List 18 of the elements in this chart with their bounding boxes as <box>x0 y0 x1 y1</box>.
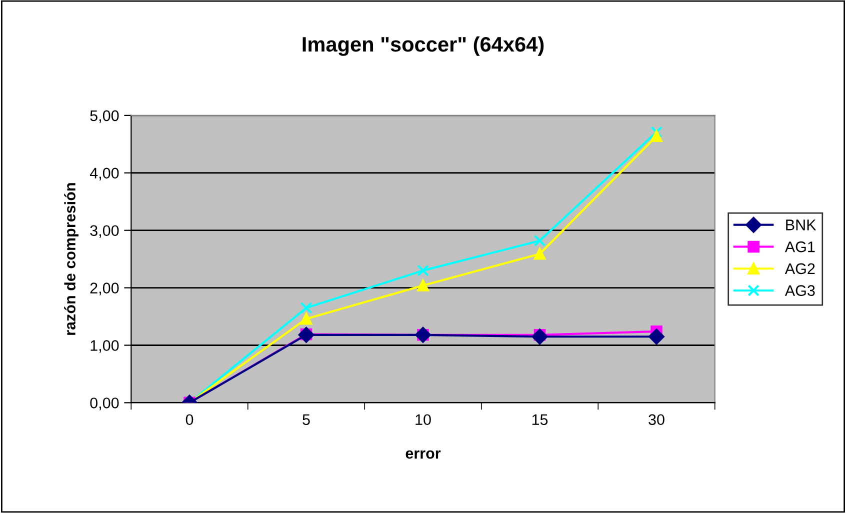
x-tick-label: 10 <box>416 414 431 426</box>
legend-label: AG1 <box>784 241 815 252</box>
y-tick-label: 3,00 <box>90 225 119 238</box>
y-tick-label: 4,00 <box>90 168 119 180</box>
x-tick-label: 5 <box>302 414 310 426</box>
x-tick-label: 0 <box>186 414 194 426</box>
x-tick-label: 15 <box>532 414 548 426</box>
legend-label: BNK <box>786 220 816 230</box>
legend-label: AG2 <box>784 263 815 274</box>
x-axis-title: error <box>406 450 441 459</box>
y-tick-label: 1,00 <box>90 340 119 353</box>
legend-label: AG3 <box>784 285 815 296</box>
y-axis-title: razón de compresión <box>64 183 78 335</box>
chart-title: Imagen "soccer" (64x64) <box>302 36 544 56</box>
x-tick-label: 30 <box>648 414 664 426</box>
y-tick-label: 2,00 <box>90 282 119 296</box>
y-tick-label: 0,00 <box>90 398 119 410</box>
y-tick-label: 5,00 <box>90 110 119 123</box>
